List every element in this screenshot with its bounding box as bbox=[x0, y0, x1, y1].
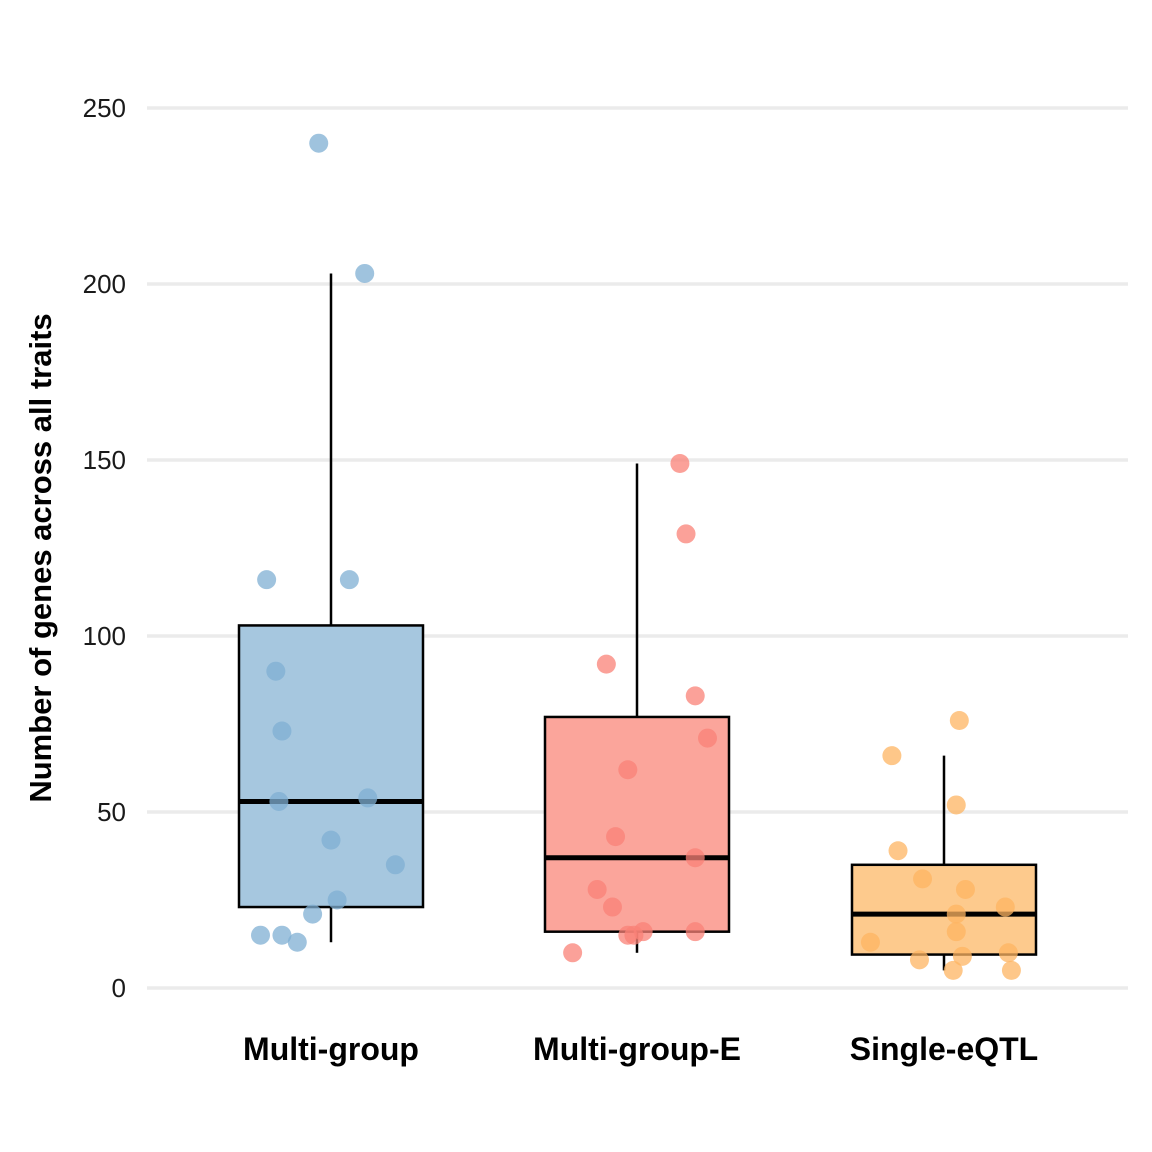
data-point bbox=[888, 841, 908, 861]
data-point bbox=[909, 950, 929, 970]
y-axis-title: Number of genes across all traits bbox=[23, 313, 58, 802]
data-point bbox=[685, 848, 705, 868]
data-point bbox=[618, 760, 638, 780]
y-tick-label: 100 bbox=[83, 621, 126, 651]
y-tick-label: 200 bbox=[83, 269, 126, 299]
data-point bbox=[882, 746, 902, 766]
data-point bbox=[563, 943, 583, 963]
data-point bbox=[266, 661, 286, 681]
data-point bbox=[269, 791, 289, 811]
data-point bbox=[251, 925, 271, 945]
data-point bbox=[272, 721, 292, 741]
data-point bbox=[587, 879, 607, 899]
data-point bbox=[287, 932, 307, 952]
x-category-label: Multi-group bbox=[243, 1031, 419, 1067]
data-point bbox=[1001, 960, 1021, 980]
boxes bbox=[237, 273, 1038, 971]
data-point bbox=[952, 946, 972, 966]
box-single-eqtl bbox=[850, 755, 1038, 971]
iqr-box bbox=[543, 715, 731, 933]
data-point bbox=[943, 960, 963, 980]
data-point bbox=[995, 897, 1015, 917]
data-points bbox=[251, 133, 1021, 980]
data-point bbox=[321, 830, 341, 850]
points-multi-group-e bbox=[563, 454, 717, 963]
data-point bbox=[272, 925, 292, 945]
data-point bbox=[685, 922, 705, 942]
data-point bbox=[303, 904, 323, 924]
data-point bbox=[358, 788, 378, 808]
y-tick-labels: 0 50 100 150 200 250 bbox=[83, 93, 126, 1003]
data-point bbox=[949, 710, 969, 730]
data-point bbox=[998, 943, 1018, 963]
data-point bbox=[676, 524, 696, 544]
y-tick-label: 150 bbox=[83, 445, 126, 475]
data-point bbox=[606, 827, 626, 847]
x-category-label: Multi-group-E bbox=[533, 1031, 741, 1067]
data-point bbox=[946, 922, 966, 942]
data-point bbox=[946, 795, 966, 815]
x-category-label: Single-eQTL bbox=[850, 1031, 1038, 1067]
data-point bbox=[385, 855, 405, 875]
box-multi-group-e bbox=[543, 463, 731, 953]
y-tick-label: 250 bbox=[83, 93, 126, 123]
data-point bbox=[602, 897, 622, 917]
data-point bbox=[309, 133, 329, 153]
y-tick-label: 0 bbox=[112, 973, 126, 1003]
data-point bbox=[955, 879, 975, 899]
data-point bbox=[257, 570, 277, 590]
data-point bbox=[355, 263, 375, 283]
data-point bbox=[697, 728, 717, 748]
data-point bbox=[685, 686, 705, 706]
data-point bbox=[339, 570, 359, 590]
data-point bbox=[670, 454, 690, 474]
data-point bbox=[624, 925, 644, 945]
data-point bbox=[946, 904, 966, 924]
points-multi-group bbox=[251, 133, 405, 952]
data-point bbox=[860, 932, 880, 952]
points-single-eqtl bbox=[860, 710, 1021, 980]
data-point bbox=[327, 890, 347, 910]
x-category-labels: Multi-group Multi-group-E Single-eQTL bbox=[243, 1031, 1038, 1067]
data-point bbox=[913, 869, 933, 889]
data-point bbox=[596, 654, 616, 674]
y-tick-label: 50 bbox=[97, 797, 126, 827]
